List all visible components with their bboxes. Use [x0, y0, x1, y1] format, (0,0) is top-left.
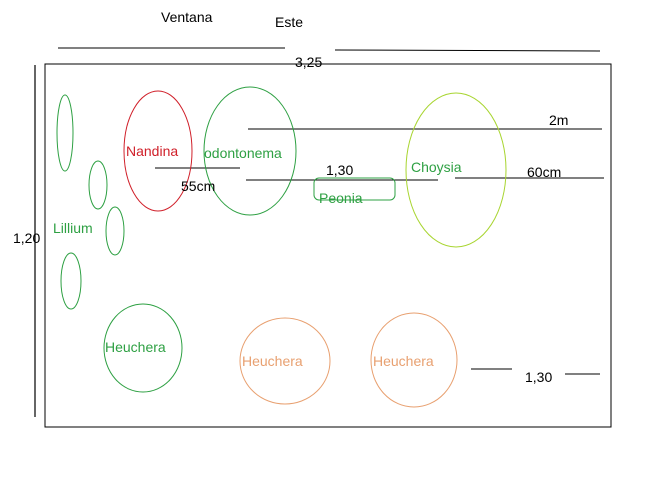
heuchera-orange-label-2: Heuchera	[373, 353, 434, 369]
east-label: Este	[275, 14, 303, 30]
choysia-shape	[405, 92, 507, 248]
lillium-shape-2	[88, 160, 108, 210]
east-line	[334, 49, 601, 52]
lillium-label: Lillium	[53, 220, 93, 236]
lillium-shape-3	[105, 206, 125, 256]
one-thirty-bottom-label: 1,30	[525, 369, 552, 385]
height-total-label: 1,20	[13, 230, 40, 246]
odontonema-shape	[203, 86, 297, 216]
peonia-label: Peonia	[319, 190, 363, 206]
sixty-cm-label: 60cm	[527, 164, 561, 180]
nandina-label: Nandina	[126, 143, 178, 159]
heuchera-green-label: Heuchera	[105, 339, 166, 355]
lillium-shape-4	[60, 252, 82, 310]
window-label: Ventana	[161, 9, 213, 25]
fifty-five-cm-label: 55cm	[181, 178, 215, 194]
heuchera-green-shape	[103, 303, 183, 393]
garden-bed-outline	[44, 63, 612, 428]
width-total-label: 3,25	[295, 54, 322, 70]
one-thirty-top-label: 1,30	[326, 162, 353, 178]
heuchera-orange-shape-2	[370, 312, 458, 408]
heuchera-orange-shape-1	[239, 317, 331, 405]
two-m-label: 2m	[549, 112, 568, 128]
lillium-shape-1	[56, 94, 74, 172]
heuchera-orange-label-1: Heuchera	[242, 353, 303, 369]
odontonema-label: odontonema	[204, 145, 282, 161]
choysia-label: Choysia	[411, 159, 462, 175]
peonia-shape	[313, 177, 396, 201]
nandina-shape	[123, 90, 193, 212]
